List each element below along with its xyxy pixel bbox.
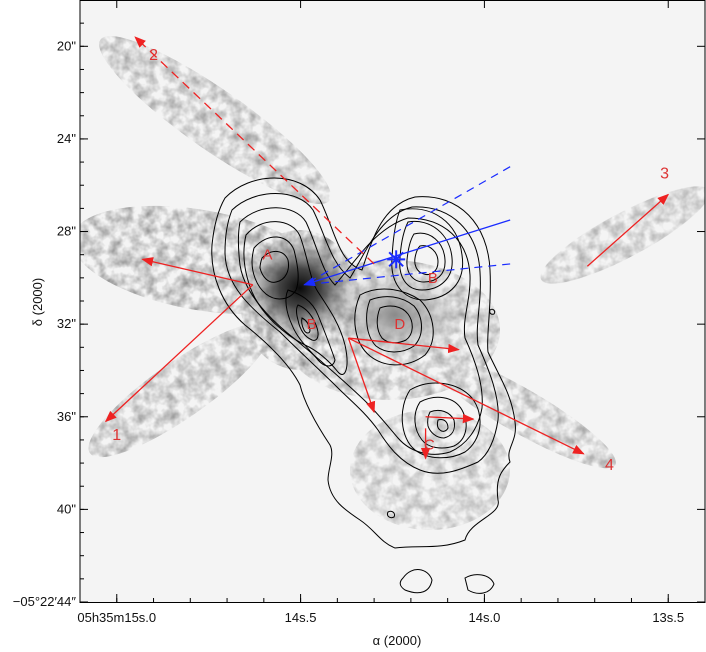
x-tick-label-1: 14s.5 <box>285 610 317 625</box>
blue-outflow-edge-1 <box>304 263 511 286</box>
arrow-label-4: 4 <box>605 457 614 474</box>
contour-lines <box>211 177 516 594</box>
y-tick-label-0: 20" <box>57 38 76 53</box>
axis-tick-labels: 05h35m15s.0 14s.5 14s.0 13s.5 20" 24" 28" 32" 36… <box>13 38 684 625</box>
red-arrow-0 <box>104 284 254 423</box>
red-arrow-2 <box>134 36 375 265</box>
red-outflow-arrows <box>104 36 670 460</box>
x-axis-title: α (2000) <box>373 633 422 648</box>
star-stroke-3 <box>388 251 404 268</box>
axis-ticks <box>80 0 706 603</box>
peak-label-D-3: D <box>394 316 405 333</box>
y-tick-label-5: 40" <box>57 501 76 516</box>
blue-outflow-axis <box>303 219 511 287</box>
y-tick-label-4: 36" <box>57 409 76 424</box>
x-tick-label-3: 13s.5 <box>652 610 684 625</box>
red-arrow-1 <box>141 257 253 286</box>
arrow-label-1: 1 <box>112 427 121 444</box>
blue-outflow <box>303 166 511 287</box>
blue-outflow-edge-0 <box>303 166 511 286</box>
y-tick-label-2: 28" <box>57 224 76 239</box>
y-tick-label-1: 24" <box>57 131 76 146</box>
peak-label-C-4: C <box>424 437 435 454</box>
red-arrow-7 <box>425 413 475 424</box>
source-star-marker <box>387 250 406 269</box>
red-arrow-3 <box>586 193 670 267</box>
peak-labels: A B B D C <box>262 247 437 454</box>
y-tick-label-3: 32" <box>57 316 76 331</box>
x-tick-label-0: 05h35m15s.0 <box>77 610 156 625</box>
x-tick-label-2: 14s.0 <box>469 610 501 625</box>
y-axis-title: δ (2000) <box>30 278 45 326</box>
peak-label-A-0: A <box>262 247 272 264</box>
arrow-label-3: 3 <box>660 165 669 182</box>
peak-label-B-2: B <box>428 270 438 287</box>
arrow-labels: 1 2 3 4 <box>112 47 669 474</box>
arrow-label-2: 2 <box>149 47 158 64</box>
grayscale-emission-map <box>80 0 705 602</box>
red-arrow-4 <box>348 337 585 455</box>
peak-label-B-1: B <box>307 316 317 333</box>
red-arrow-6 <box>347 337 376 414</box>
y-tick-label-6: −05°22′44″ <box>13 594 77 609</box>
red-arrow-5 <box>348 337 460 354</box>
